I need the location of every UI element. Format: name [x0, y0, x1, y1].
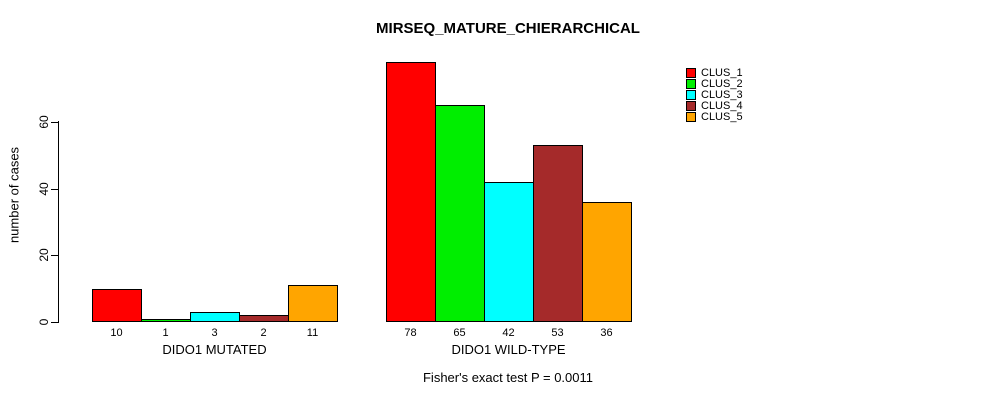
y-tick-label: 40 — [37, 182, 51, 196]
bar — [190, 312, 240, 322]
bar-value-label: 36 — [600, 327, 613, 339]
group-label: DIDO1 WILD-TYPE — [451, 342, 566, 357]
y-tick — [51, 322, 59, 323]
legend-swatch — [686, 68, 696, 78]
bar — [386, 62, 436, 322]
y-tick — [51, 189, 59, 190]
chart-title: MIRSEQ_MATURE_CHIERARCHICAL — [376, 20, 640, 37]
bar — [582, 202, 632, 322]
legend-swatch — [686, 101, 696, 111]
legend-label: CLUS_1 — [701, 67, 743, 79]
legend-label: CLUS_2 — [701, 78, 743, 90]
bar — [239, 315, 289, 322]
y-tick — [51, 122, 59, 123]
bar — [484, 182, 534, 322]
bar — [533, 145, 583, 322]
bar-value-label: 3 — [211, 327, 218, 339]
legend-swatch — [686, 90, 696, 100]
y-tick — [51, 255, 59, 256]
bar-value-label: 2 — [260, 327, 267, 339]
bar-value-label: 42 — [502, 327, 515, 339]
legend-label: CLUS_3 — [701, 89, 743, 101]
bar — [92, 289, 142, 322]
bar-value-label: 65 — [453, 327, 466, 339]
y-tick-label: 60 — [37, 115, 51, 129]
legend-swatch — [686, 112, 696, 122]
y-axis-label: number of cases — [6, 146, 22, 244]
fisher-test-annotation: Fisher's exact test P = 0.0011 — [422, 370, 594, 385]
y-tick-label: 0 — [37, 318, 51, 326]
legend-label: CLUS_5 — [701, 111, 743, 123]
legend-swatch — [686, 79, 696, 89]
bar-value-label: 11 — [306, 327, 319, 339]
bar — [435, 105, 485, 322]
bar-value-label: 10 — [110, 327, 123, 339]
y-axis-line — [58, 121, 59, 323]
y-tick-label: 20 — [37, 248, 51, 262]
bar-value-label: 78 — [404, 327, 417, 339]
bar — [141, 319, 191, 322]
bar-value-label: 53 — [551, 327, 564, 339]
bar — [288, 285, 338, 322]
bar-value-label: 1 — [162, 327, 169, 339]
legend-label: CLUS_4 — [701, 100, 743, 112]
group-label: DIDO1 MUTATED — [162, 342, 267, 357]
